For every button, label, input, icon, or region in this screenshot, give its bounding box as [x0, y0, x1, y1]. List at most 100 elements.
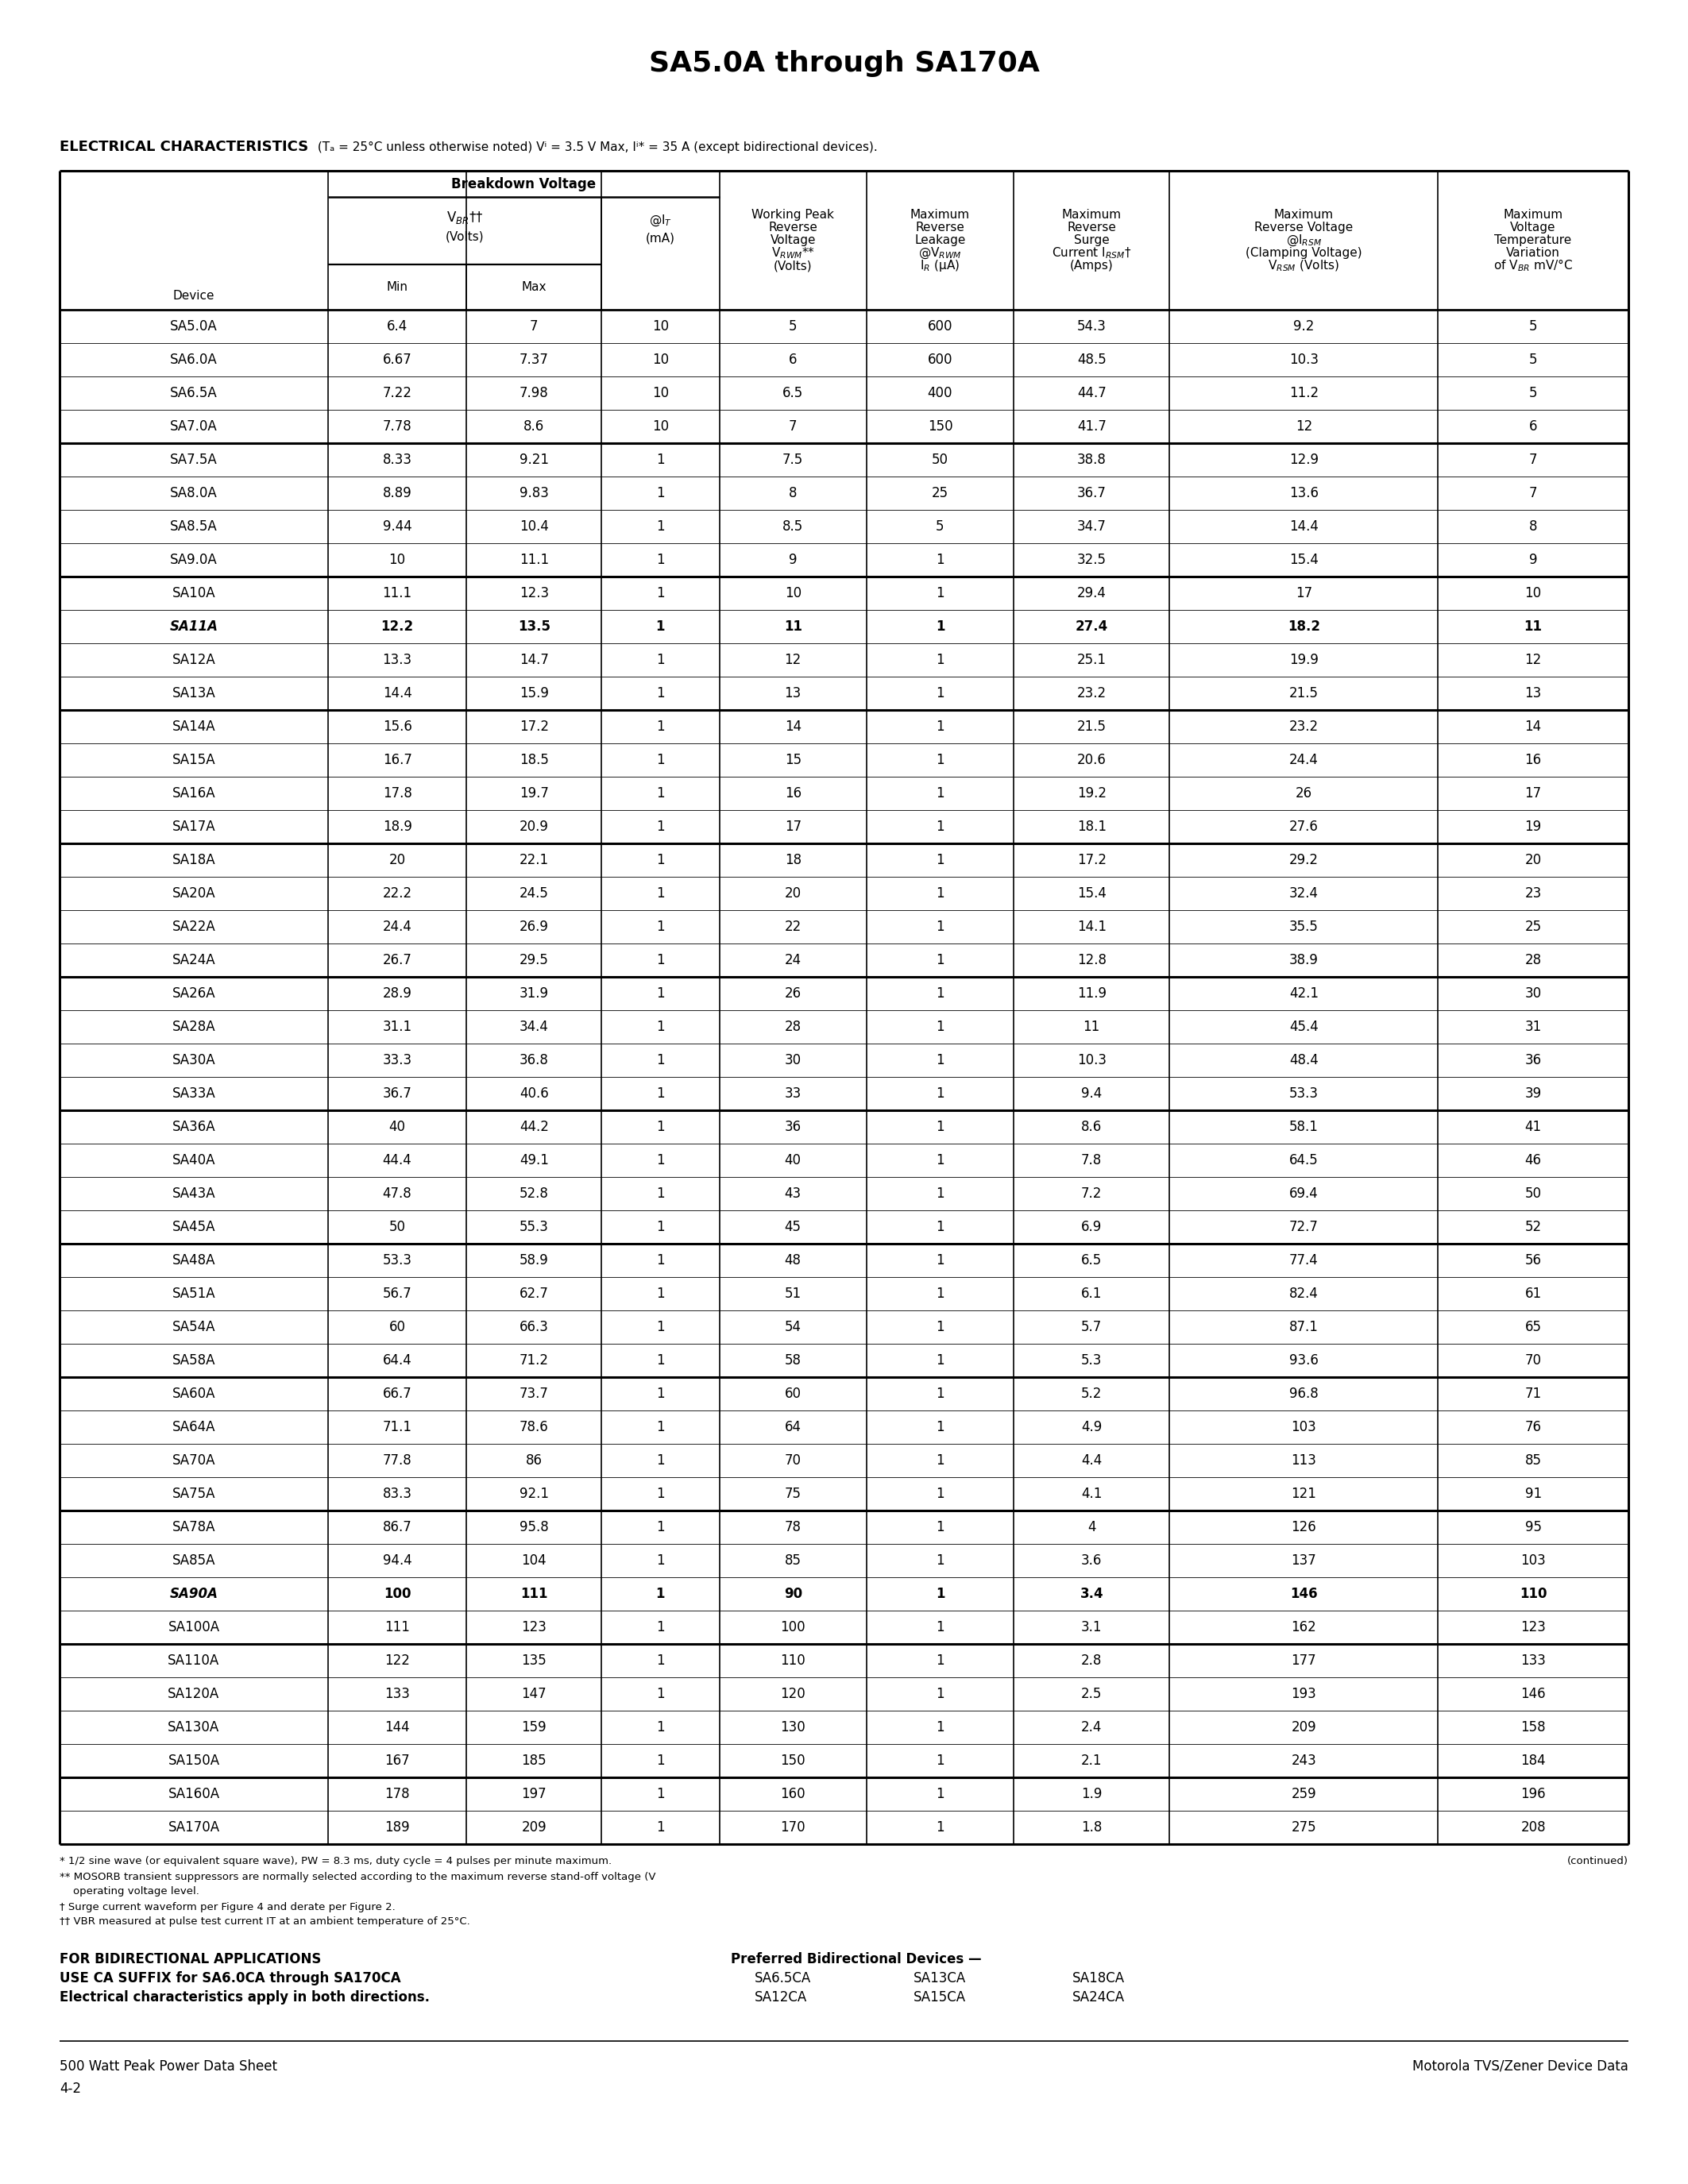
Text: 600: 600: [928, 352, 952, 367]
Text: 65: 65: [1524, 1319, 1541, 1334]
Text: 5: 5: [1529, 387, 1538, 400]
Text: 66.7: 66.7: [383, 1387, 412, 1400]
Text: SA70A: SA70A: [172, 1452, 216, 1468]
Text: 75: 75: [785, 1487, 802, 1500]
Text: 160: 160: [780, 1787, 805, 1802]
Text: 7: 7: [1529, 487, 1538, 500]
Text: 93.6: 93.6: [1290, 1354, 1318, 1367]
Text: 12.9: 12.9: [1290, 452, 1318, 467]
Text: 1: 1: [935, 1286, 944, 1302]
Text: 1: 1: [657, 786, 665, 802]
Text: (Amps): (Amps): [1070, 260, 1114, 271]
Text: 4: 4: [1087, 1520, 1096, 1535]
Text: Reverse: Reverse: [768, 221, 817, 234]
Text: SA78A: SA78A: [172, 1520, 216, 1535]
Text: 1: 1: [657, 1387, 665, 1400]
Text: 16: 16: [1524, 753, 1541, 767]
Text: 60: 60: [388, 1319, 405, 1334]
Text: 78: 78: [785, 1520, 802, 1535]
Text: 100: 100: [383, 1588, 410, 1601]
Text: Voltage: Voltage: [1511, 221, 1556, 234]
Text: 38.8: 38.8: [1077, 452, 1106, 467]
Text: 144: 144: [385, 1721, 410, 1734]
Text: 6.67: 6.67: [383, 352, 412, 367]
Text: 1: 1: [935, 653, 944, 666]
Text: 27.6: 27.6: [1290, 819, 1318, 834]
Text: 24: 24: [785, 952, 802, 968]
Text: 15.4: 15.4: [1077, 887, 1106, 900]
Text: 14: 14: [1524, 719, 1541, 734]
Text: 27.4: 27.4: [1075, 620, 1107, 633]
Text: 14.7: 14.7: [520, 653, 549, 666]
Text: 5: 5: [788, 319, 797, 334]
Text: 1: 1: [935, 1621, 944, 1634]
Text: 92.1: 92.1: [520, 1487, 549, 1500]
Text: 146: 146: [1290, 1588, 1318, 1601]
Text: 21.5: 21.5: [1077, 719, 1106, 734]
Text: 1: 1: [657, 1621, 665, 1634]
Text: USE CA SUFFIX for SA6.0CA through SA170CA: USE CA SUFFIX for SA6.0CA through SA170C…: [59, 1972, 400, 1985]
Text: 51: 51: [785, 1286, 802, 1302]
Text: (Volts): (Volts): [773, 260, 812, 271]
Text: 5: 5: [935, 520, 944, 533]
Text: 500 Watt Peak Power Data Sheet: 500 Watt Peak Power Data Sheet: [59, 2060, 277, 2073]
Text: 5.7: 5.7: [1082, 1319, 1102, 1334]
Text: 32.5: 32.5: [1077, 553, 1106, 568]
Text: SA5.0A through SA170A: SA5.0A through SA170A: [648, 50, 1040, 76]
Text: 14.1: 14.1: [1077, 919, 1106, 935]
Text: SA54A: SA54A: [172, 1319, 216, 1334]
Text: 6.5: 6.5: [1082, 1254, 1102, 1267]
Text: 71.2: 71.2: [520, 1354, 549, 1367]
Text: 1: 1: [657, 952, 665, 968]
Text: 19: 19: [1524, 819, 1541, 834]
Text: SA51A: SA51A: [172, 1286, 216, 1302]
Text: 1: 1: [657, 1319, 665, 1334]
Text: 1: 1: [935, 1254, 944, 1267]
Text: 15: 15: [785, 753, 802, 767]
Text: SA13CA: SA13CA: [913, 1972, 966, 1985]
Text: 19.7: 19.7: [520, 786, 549, 802]
Text: 23.2: 23.2: [1290, 719, 1318, 734]
Text: 5.2: 5.2: [1080, 1387, 1102, 1400]
Text: Maximum: Maximum: [1504, 210, 1563, 221]
Text: 17: 17: [785, 819, 802, 834]
Text: 50: 50: [932, 452, 949, 467]
Text: 21.5: 21.5: [1290, 686, 1318, 701]
Text: SA24CA: SA24CA: [1072, 1990, 1124, 2005]
Text: 32.4: 32.4: [1290, 887, 1318, 900]
Text: Working Peak: Working Peak: [751, 210, 834, 221]
Text: SA5.0A: SA5.0A: [170, 319, 218, 334]
Text: 95.8: 95.8: [520, 1520, 549, 1535]
Text: 1: 1: [935, 1787, 944, 1802]
Text: 36.7: 36.7: [1077, 487, 1106, 500]
Text: 1: 1: [657, 1420, 665, 1435]
Text: 45: 45: [785, 1221, 802, 1234]
Text: 1: 1: [935, 1186, 944, 1201]
Text: 17.8: 17.8: [383, 786, 412, 802]
Text: 16: 16: [785, 786, 802, 802]
Text: (Tₐ = 25°C unless otherwise noted) Vⁱ = 3.5 V Max, Iⁱ* = 35 A (except bidirectio: (Tₐ = 25°C unless otherwise noted) Vⁱ = …: [314, 142, 878, 153]
Text: 25: 25: [1524, 919, 1541, 935]
Text: SA75A: SA75A: [172, 1487, 216, 1500]
Text: 1: 1: [935, 585, 944, 601]
Text: 1: 1: [657, 919, 665, 935]
Text: 95: 95: [1524, 1520, 1541, 1535]
Text: 24.4: 24.4: [383, 919, 412, 935]
Text: SA8.5A: SA8.5A: [170, 520, 218, 533]
Text: Device: Device: [172, 290, 214, 301]
Text: 100: 100: [780, 1621, 805, 1634]
Text: 31.9: 31.9: [520, 987, 549, 1000]
Text: 5.3: 5.3: [1080, 1354, 1102, 1367]
Text: 1: 1: [935, 854, 944, 867]
Text: 4-2: 4-2: [59, 2081, 81, 2097]
Text: 71.1: 71.1: [383, 1420, 412, 1435]
Text: 177: 177: [1291, 1653, 1317, 1669]
Text: Temperature: Temperature: [1494, 234, 1572, 247]
Text: 1: 1: [935, 919, 944, 935]
Text: 47.8: 47.8: [383, 1186, 412, 1201]
Text: 9.4: 9.4: [1082, 1085, 1102, 1101]
Text: 86: 86: [525, 1452, 542, 1468]
Text: 87.1: 87.1: [1290, 1319, 1318, 1334]
Text: 29.5: 29.5: [520, 952, 549, 968]
Text: 1: 1: [657, 1686, 665, 1701]
